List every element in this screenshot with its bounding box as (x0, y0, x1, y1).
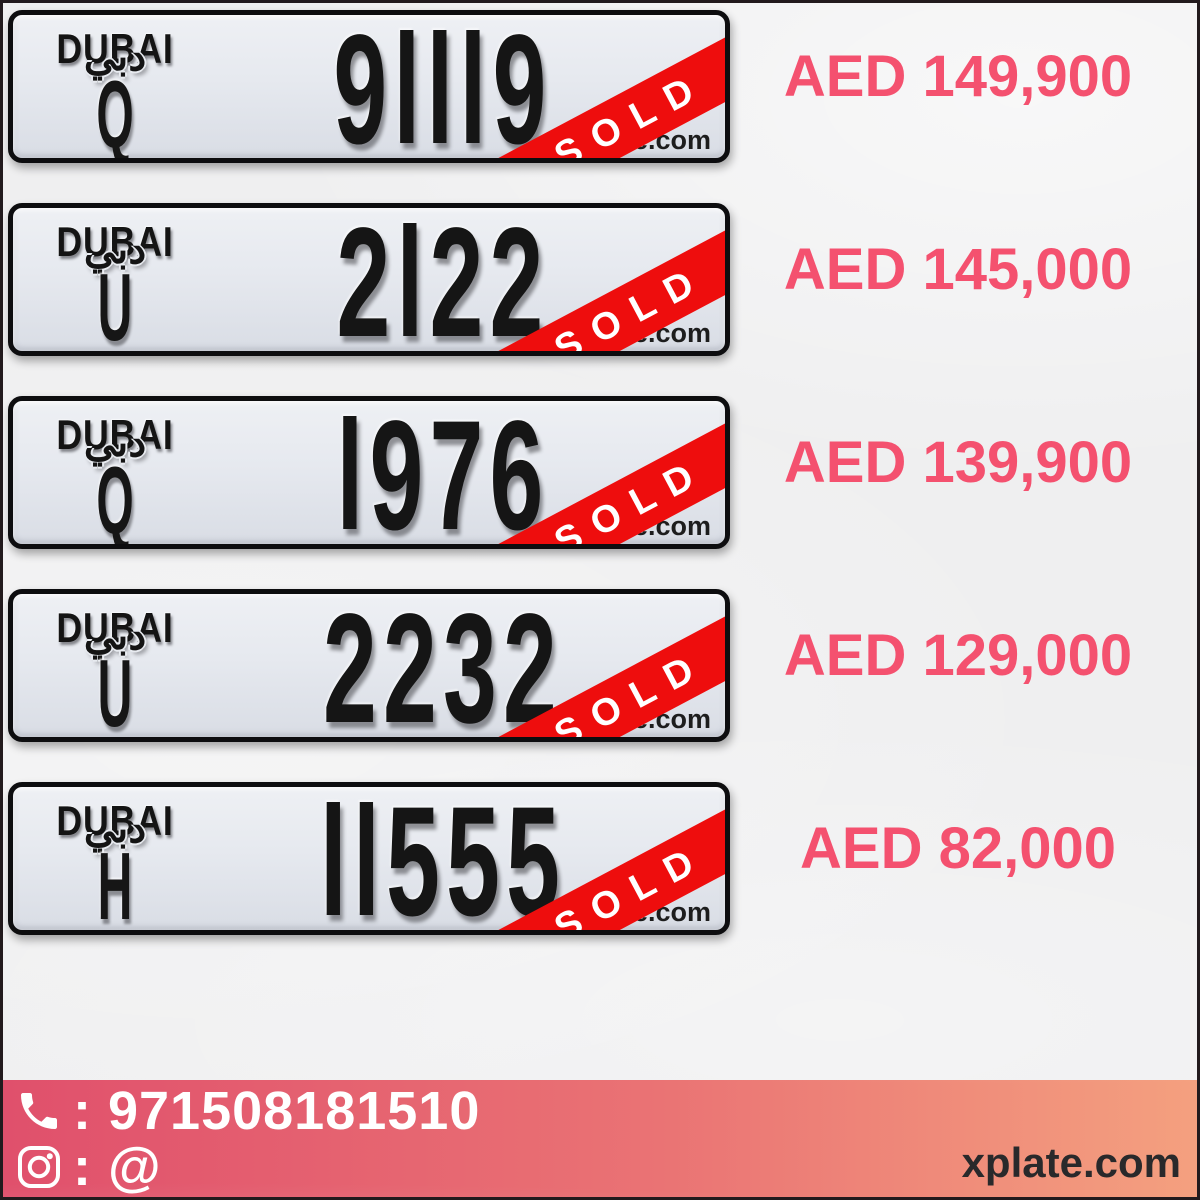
price-column: AED 129,000 (730, 589, 1200, 782)
plate-code-letter: U (97, 254, 133, 356)
dubai-plate-logo: DUBAI دبي (13, 218, 217, 282)
dubai-plate-logo: DUBAI دبي (13, 604, 217, 668)
emirate-name-arabic: دبي (83, 228, 147, 272)
emirate-name: DUBAI (56, 411, 174, 458)
emirate-name-arabic: دبي (83, 614, 147, 658)
listing-row: DUBAI دبي U 2232 xplate.com SOLD AED 129… (0, 589, 1200, 782)
listing-row: DUBAI دبي H ll555 xplate.com SOLD AED 82… (0, 782, 1200, 975)
price-column: AED 149,900 (730, 10, 1200, 203)
plate-code-letter: H (97, 833, 133, 935)
emirate-name: DUBAI (56, 797, 174, 844)
license-plate: DUBAI دبي H ll555 xplate.com SOLD (8, 782, 730, 935)
website-label: xplate.com (961, 1139, 1181, 1186)
emirate-name: DUBAI (56, 604, 174, 651)
emirate-name-arabic: دبي (83, 421, 147, 465)
plate-code-letter: U (97, 640, 133, 742)
plate-number: ll555 (319, 782, 567, 935)
phone-icon (21, 1093, 57, 1129)
instagram-icon (18, 1146, 60, 1188)
plate-code-letter: Q (96, 61, 134, 163)
contact-footer: : 971508181510 : @ xplate.com (3, 1080, 1197, 1197)
dubai-plate-logo: DUBAI دبي (13, 411, 217, 475)
listing-row: DUBAI دبي Q l976 xplate.com SOLD AED 139… (0, 396, 1200, 589)
license-plate: DUBAI دبي U 2l22 xplate.com SOLD (8, 203, 730, 356)
license-plate: DUBAI دبي Q l976 xplate.com SOLD (8, 396, 730, 549)
listing-row: DUBAI دبي Q 9lll9 xplate.com SOLD AED 14… (0, 10, 1200, 203)
emirate-name-arabic: دبي (83, 35, 147, 79)
price-column: AED 82,000 (730, 782, 1200, 975)
phone-number: : 971508181510 (73, 1081, 481, 1141)
price-label: AED 145,000 (783, 237, 1133, 302)
price-label: AED 149,900 (783, 44, 1133, 109)
price-label: AED 139,900 (783, 430, 1133, 495)
emirate-name: DUBAI (56, 25, 174, 72)
price-column: AED 145,000 (730, 203, 1200, 396)
dubai-plate-logo: DUBAI دبي (13, 797, 217, 861)
price-label: AED 82,000 (800, 816, 1116, 881)
price-column: AED 139,900 (730, 396, 1200, 589)
license-plate: DUBAI دبي U 2232 xplate.com SOLD (8, 589, 730, 742)
dubai-plate-logo: DUBAI دبي (13, 25, 217, 89)
price-label: AED 129,000 (783, 623, 1133, 688)
listing-row: DUBAI دبي U 2l22 xplate.com SOLD AED 145… (0, 203, 1200, 396)
instagram-row: : @ (15, 1140, 162, 1194)
license-plate: DUBAI دبي Q 9lll9 xplate.com SOLD (8, 10, 730, 163)
emirate-name: DUBAI (56, 218, 174, 265)
plate-number: 2232 (323, 589, 563, 742)
plate-code-letter: Q (96, 447, 134, 549)
plate-number: 9lll9 (333, 10, 553, 163)
emirate-name-arabic: دبي (83, 807, 147, 851)
plate-number: l976 (336, 396, 550, 549)
plate-number: 2l22 (336, 203, 550, 356)
phone-row: : 971508181510 (15, 1084, 480, 1138)
instagram-handle: : @ (73, 1137, 162, 1197)
